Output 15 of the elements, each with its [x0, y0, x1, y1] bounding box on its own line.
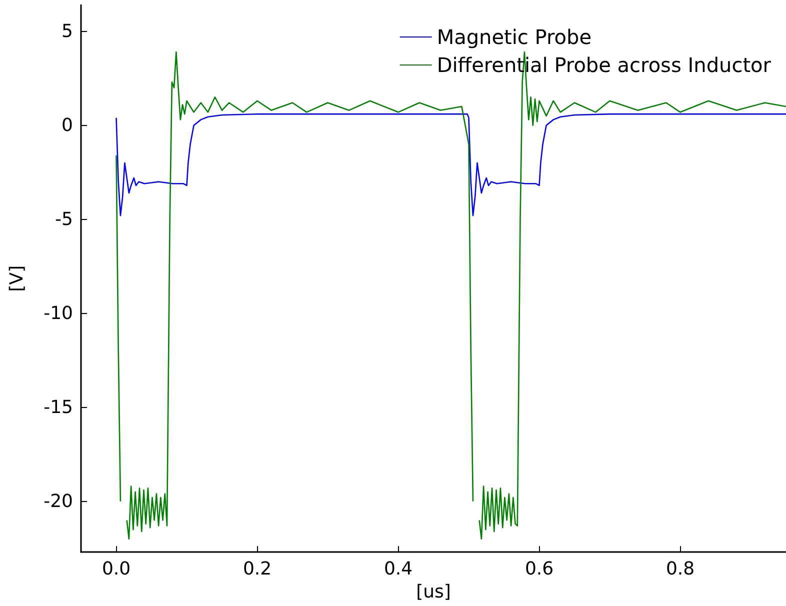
y-axis-title: [V] [6, 265, 28, 292]
y-tick-label: -20 [44, 490, 73, 512]
x-axis-title: [us] [416, 582, 451, 602]
x-tick-label: 0.2 [242, 558, 272, 580]
y-tick-label: -5 [55, 208, 73, 230]
legend-label: Magnetic Probe [436, 25, 592, 49]
x-tick-label: 0.4 [384, 558, 413, 580]
y-tick-label: -15 [44, 396, 73, 418]
x-tick-label: 0.8 [666, 558, 695, 580]
x-tick-label: 0.0 [102, 558, 131, 580]
x-tick-label: 0.6 [524, 558, 554, 580]
y-tick-label: 5 [62, 20, 73, 42]
y-tick-label: -10 [44, 302, 73, 324]
y-tick-label: 0 [62, 114, 73, 136]
line-series [116, 113, 786, 216]
